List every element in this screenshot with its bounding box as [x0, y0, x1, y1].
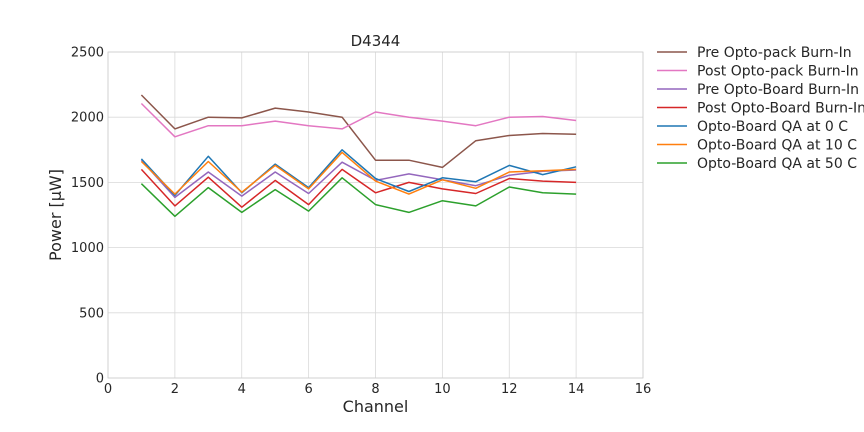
legend-label-post-opto-board-burn-in: Post Opto-Board Burn-In	[697, 101, 864, 117]
series-line-pre-opto-board-burn-in	[140, 159, 577, 199]
y-tick-label: 1500	[71, 176, 104, 191]
x-tick-label: 8	[371, 382, 379, 397]
series-line-pre-opto-pack-burn-in	[140, 94, 577, 169]
series-lines	[140, 94, 577, 218]
x-tick-label: 6	[304, 382, 312, 397]
legend-label-opto-board-qa-at-0-c: Opto-Board QA at 0 C	[697, 119, 848, 135]
x-tick-label: 4	[238, 382, 246, 397]
y-axis-label: Power [μW]	[46, 169, 65, 261]
x-tick-label: 14	[568, 382, 585, 397]
series-line-opto-board-qa-at-10-c	[140, 151, 577, 195]
x-axis-label: Channel	[343, 397, 409, 416]
series-line-opto-board-qa-at-0-c	[140, 149, 577, 197]
grid-lines	[107, 51, 644, 379]
plot-frame	[107, 51, 644, 379]
legend-label-opto-board-qa-at-50-c: Opto-Board QA at 50 C	[697, 156, 857, 172]
x-tick-label: 12	[501, 382, 518, 397]
legend-label-pre-opto-board-burn-in: Pre Opto-Board Burn-In	[697, 82, 859, 98]
series-line-post-opto-board-burn-in	[140, 168, 577, 208]
y-tick-label: 500	[79, 306, 104, 321]
series-line-post-opto-pack-burn-in	[140, 102, 577, 138]
tick-labels: 0 2 4 6 8 10 12 14 16 0 500 1000 1500 2000 2500	[71, 46, 651, 398]
legend-label-post-opto-pack-burn-in: Post Opto-pack Burn-In	[697, 64, 859, 80]
legend-label-opto-board-qa-at-10-c: Opto-Board QA at 10 C	[697, 138, 857, 154]
x-tick-label: 2	[171, 382, 179, 397]
y-tick-label: 1000	[71, 241, 104, 256]
chart-title: D4344	[351, 32, 401, 50]
legend-label-pre-opto-pack-burn-in: Pre Opto-pack Burn-In	[697, 45, 852, 61]
legend: Pre Opto-pack Burn-In Post Opto-pack Burn…	[657, 45, 864, 172]
y-tick-label: 2000	[71, 111, 104, 126]
y-tick-label: 2500	[71, 46, 104, 61]
x-tick-label: 10	[434, 382, 451, 397]
x-tick-label: 16	[635, 382, 652, 397]
y-tick-label: 0	[96, 372, 104, 387]
x-tick-label: 0	[104, 382, 112, 397]
series-line-opto-board-qa-at-50-c	[140, 177, 577, 218]
